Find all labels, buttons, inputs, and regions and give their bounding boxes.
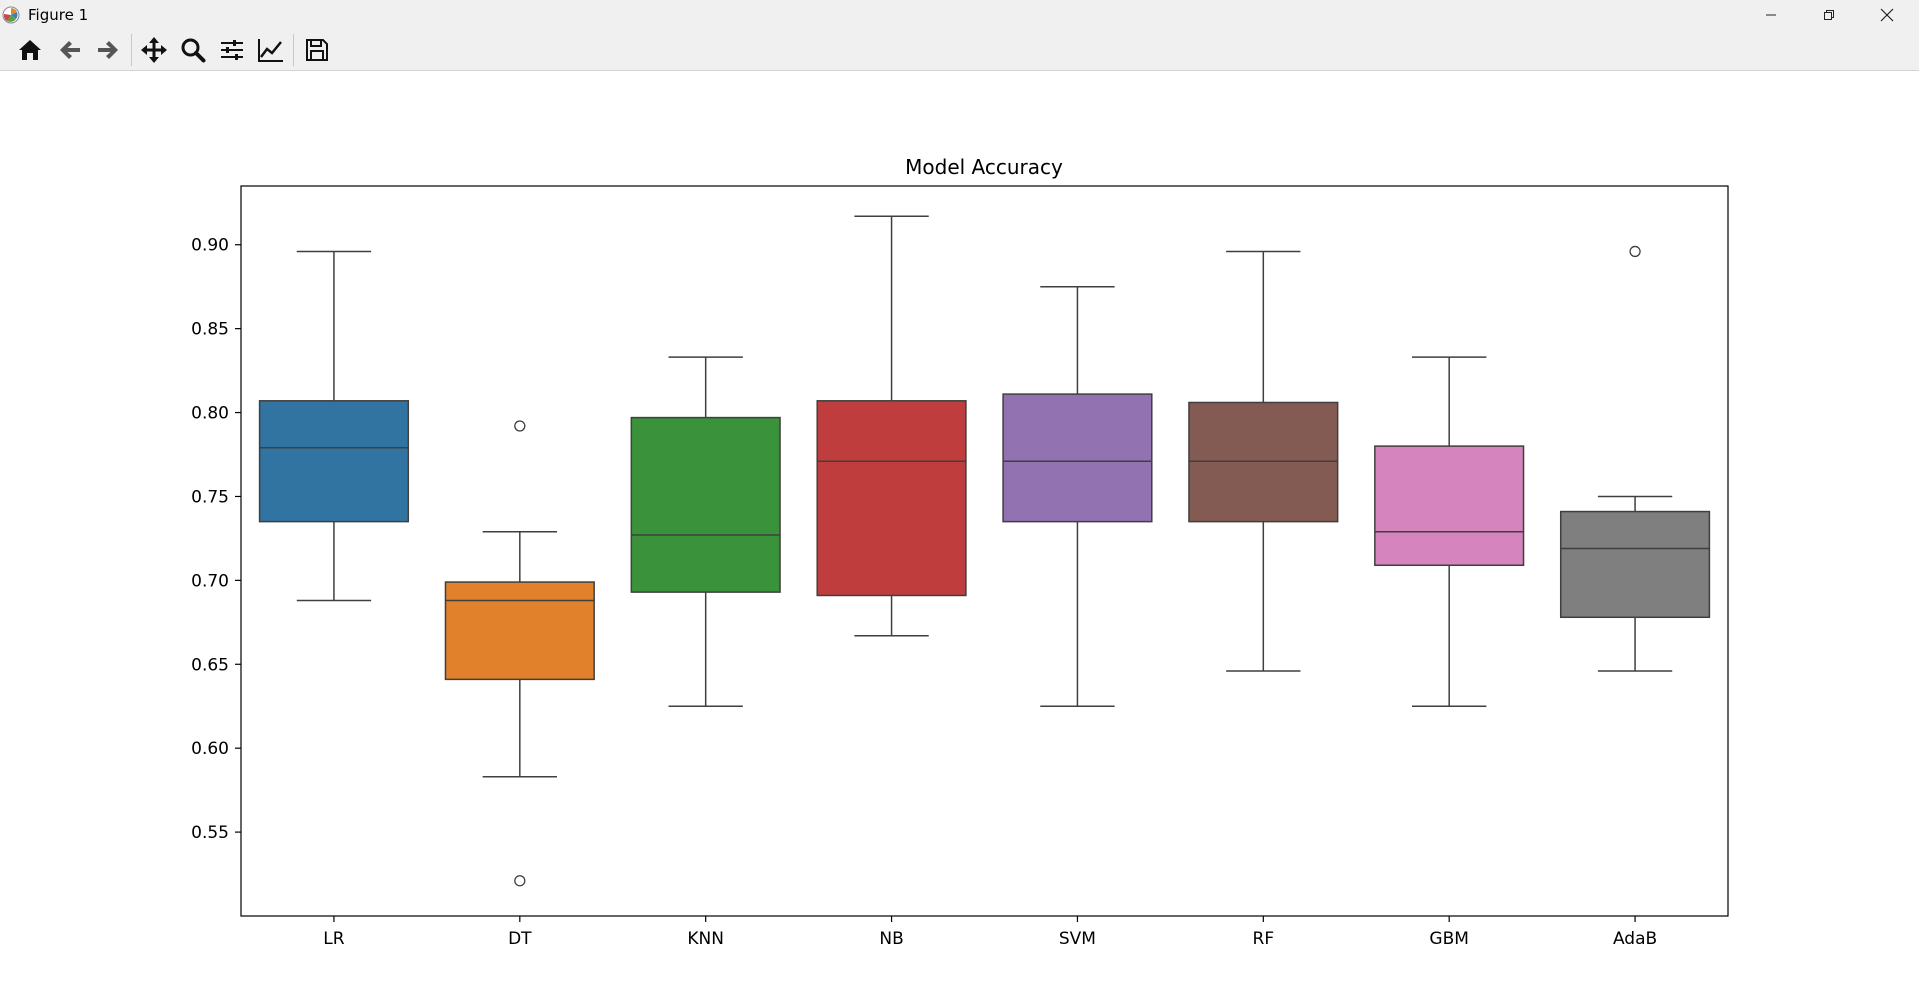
box-group-rf <box>1188 250 1339 672</box>
sliders-icon <box>221 40 243 60</box>
x-tick-label: LR <box>323 929 344 949</box>
box-group-knn <box>630 356 781 707</box>
arrow-left-icon <box>60 41 80 59</box>
box-group-lr <box>258 250 410 602</box>
box-iqr <box>1559 510 1711 619</box>
chart-title: Model Accuracy <box>905 155 1063 179</box>
box-iqr <box>1188 401 1339 523</box>
window-title: Figure 1 <box>28 6 89 24</box>
outlier-point <box>514 420 526 432</box>
magnifier-icon <box>181 38 206 63</box>
edit-axis-button[interactable] <box>254 34 288 66</box>
y-tick-label: 0.80 <box>191 404 229 424</box>
toolbar-separator <box>293 34 294 66</box>
navigation-toolbar <box>0 29 1919 71</box>
y-tick-label: 0.60 <box>191 739 229 759</box>
box-iqr <box>444 581 595 681</box>
y-tick-label: 0.90 <box>191 236 229 256</box>
box-iqr <box>1002 393 1153 523</box>
box-group-nb <box>816 215 967 637</box>
close-icon <box>1880 8 1894 21</box>
plot-area-frame <box>240 185 1729 917</box>
home-button[interactable] <box>13 34 47 66</box>
close-button[interactable] <box>1858 0 1916 29</box>
pan-button[interactable] <box>137 34 171 66</box>
y-axis: 0.55 0.60 0.65 0.70 0.75 0.80 0.85 0.90 <box>191 236 241 843</box>
floppy-icon <box>306 39 328 61</box>
x-tick-label: NB <box>879 929 903 949</box>
box-iqr <box>258 400 410 523</box>
move-icon <box>141 37 167 63</box>
back-button[interactable] <box>53 34 87 66</box>
y-tick-label: 0.75 <box>191 487 229 507</box>
box-iqr <box>816 400 967 597</box>
x-tick-label: AdaB <box>1613 929 1657 949</box>
x-tick-label: SVM <box>1059 929 1096 949</box>
outlier-point <box>514 875 526 887</box>
x-tick-label: GBM <box>1429 929 1469 949</box>
minimize-button[interactable] <box>1742 0 1800 29</box>
box-group-svm <box>1002 285 1153 707</box>
outlier-point <box>1629 245 1641 258</box>
save-button[interactable] <box>300 34 334 66</box>
configure-subplots-button[interactable] <box>215 34 249 66</box>
box-iqr <box>1374 445 1525 567</box>
matplotlib-app-icon <box>2 6 20 24</box>
home-icon <box>19 40 41 60</box>
zoom-button[interactable] <box>176 34 210 66</box>
forward-button[interactable] <box>91 34 125 66</box>
box-group-dt <box>444 420 595 887</box>
y-tick-label: 0.85 <box>191 320 229 340</box>
box-group-gbm <box>1374 356 1525 707</box>
figure-canvas[interactable]: Model Accuracy 0.55 0.60 0.65 0.70 0.75 0.80 0… <box>0 71 1919 985</box>
boxes-layer <box>258 215 1711 887</box>
x-axis: LR DT KNN NB SVM RF GBM AdaB <box>323 916 1657 949</box>
y-tick-label: 0.65 <box>191 655 229 675</box>
y-tick-label: 0.70 <box>191 571 229 591</box>
y-tick-label: 0.55 <box>191 823 229 843</box>
x-tick-label: RF <box>1253 929 1275 949</box>
toolbar-separator <box>131 34 132 66</box>
restore-icon <box>1824 9 1834 20</box>
arrow-right-icon <box>98 41 118 59</box>
x-tick-label: DT <box>508 929 532 949</box>
minimize-icon <box>1766 14 1776 15</box>
box-plot-chart: Model Accuracy 0.550.600.650.700.750.800… <box>191 155 1729 949</box>
box-group-adab <box>1559 245 1711 672</box>
title-bar: Figure 1 <box>0 0 1919 29</box>
x-tick-label: KNN <box>687 929 724 949</box>
box-iqr <box>630 416 781 593</box>
line-chart-icon <box>258 39 283 62</box>
restore-button[interactable] <box>1800 0 1858 29</box>
